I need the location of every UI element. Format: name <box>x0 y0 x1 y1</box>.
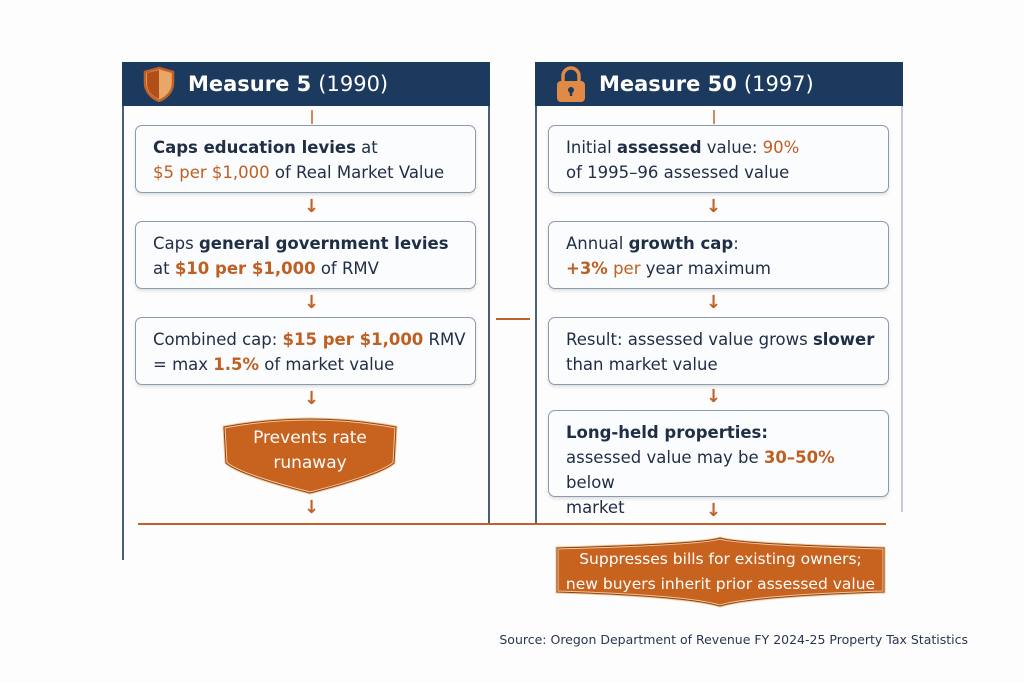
measure50-step-4: Long-held properties: assessed value may… <box>548 410 889 517</box>
measure50-step-2: Annual growth cap: +3% per year maximum <box>548 221 889 289</box>
measure5-step-1: Caps education levies at $5 per $1,000 o… <box>135 125 476 193</box>
step-text: of 1995–96 assessed value <box>566 163 790 182</box>
step-text: below <box>566 473 615 492</box>
step-highlight: 90% <box>762 138 800 157</box>
result-text: runaway <box>273 453 347 473</box>
lock-icon <box>557 66 585 102</box>
step-text: Long-held properties: <box>566 423 768 442</box>
step-text: = max <box>153 355 214 374</box>
step-highlight: 1.5% <box>213 355 260 374</box>
arrow-down-icon: ↓ <box>706 196 722 217</box>
step-text: slower <box>812 330 875 349</box>
shield-icon <box>143 66 175 102</box>
step-text: Initial <box>566 138 617 157</box>
step-text: assessed value may be <box>566 448 764 467</box>
step-text: value: <box>701 138 763 157</box>
step-text: RMV <box>423 330 466 349</box>
step-text: assessed <box>616 138 702 157</box>
arrow-down-icon: ↓ <box>304 388 320 409</box>
step-highlight: $10 per $1,000 <box>174 259 316 278</box>
measure5-result-badge: Prevents rate runaway <box>220 413 400 495</box>
arrow-down-icon: ↓ <box>304 497 320 518</box>
measure50-panel-left-border <box>535 62 537 524</box>
panel-connector-line <box>496 318 530 320</box>
step-text: of market value <box>259 355 395 374</box>
measure5-step-3: Combined cap: $15 per $1,000 RMV = max 1… <box>135 317 476 385</box>
result-text: new buyers inherit prior assessed value <box>565 575 876 593</box>
measure5-year: (1990) <box>318 72 389 96</box>
step-text: of Real Market Value <box>269 163 445 182</box>
step-text: general government levies <box>198 234 449 253</box>
step-highlight: +3% <box>566 259 608 278</box>
step-text: Result: assessed value grows <box>566 330 813 349</box>
arrow-down-icon: ↓ <box>706 292 722 313</box>
arrow-down-icon: ↓ <box>304 196 320 217</box>
step-text: than market value <box>566 355 718 374</box>
step-text: Caps education levies <box>153 138 356 157</box>
step-text: Annual <box>566 234 629 253</box>
measure50-step-3: Result: assessed value grows slower than… <box>548 317 889 385</box>
measure5-step-2: Caps general government levies at $10 pe… <box>135 221 476 289</box>
result-text: Suppresses bills for existing owners; <box>579 550 862 568</box>
measure5-panel-left-border <box>122 62 124 560</box>
step-text: at <box>355 138 378 157</box>
step-text: Combined cap: <box>153 330 283 349</box>
merge-line <box>138 523 886 525</box>
step-text: of RMV <box>315 259 379 278</box>
step-highlight: 30–50% <box>763 448 835 467</box>
measure50-header: Measure 50 (1997) <box>535 62 903 106</box>
result-text: Prevents rate <box>253 428 367 448</box>
step-text: at <box>153 259 175 278</box>
step-text: : <box>733 234 739 253</box>
step-text: growth cap <box>628 234 734 253</box>
arrow-down-icon: ↓ <box>706 386 722 407</box>
step-highlight: per <box>607 259 641 278</box>
source-caption: Source: Oregon Department of Revenue FY … <box>499 632 968 647</box>
measure5-header: Measure 5 (1990) <box>122 62 490 106</box>
step-text: Caps <box>153 234 199 253</box>
measure5-panel-right-border <box>488 62 490 524</box>
step-highlight: $15 per $1,000 <box>282 330 424 349</box>
step-text: market <box>566 498 625 517</box>
arrow-down-icon: ↓ <box>706 500 722 521</box>
connector-line <box>311 110 313 124</box>
arrow-down-icon: ↓ <box>304 292 320 313</box>
step-highlight: $5 per $1,000 <box>153 163 270 182</box>
measure50-title: Measure 50 <box>599 72 737 96</box>
measure5-title: Measure 5 <box>188 72 312 96</box>
measure50-year: (1997) <box>743 72 814 96</box>
measure50-step-1: Initial assessed value: 90% of 1995–96 a… <box>548 125 889 193</box>
measure50-panel-right-border <box>901 62 903 512</box>
step-text: year maximum <box>640 259 771 278</box>
connector-line <box>713 110 715 124</box>
combined-result-badge: Suppresses bills for existing owners; ne… <box>553 536 888 608</box>
